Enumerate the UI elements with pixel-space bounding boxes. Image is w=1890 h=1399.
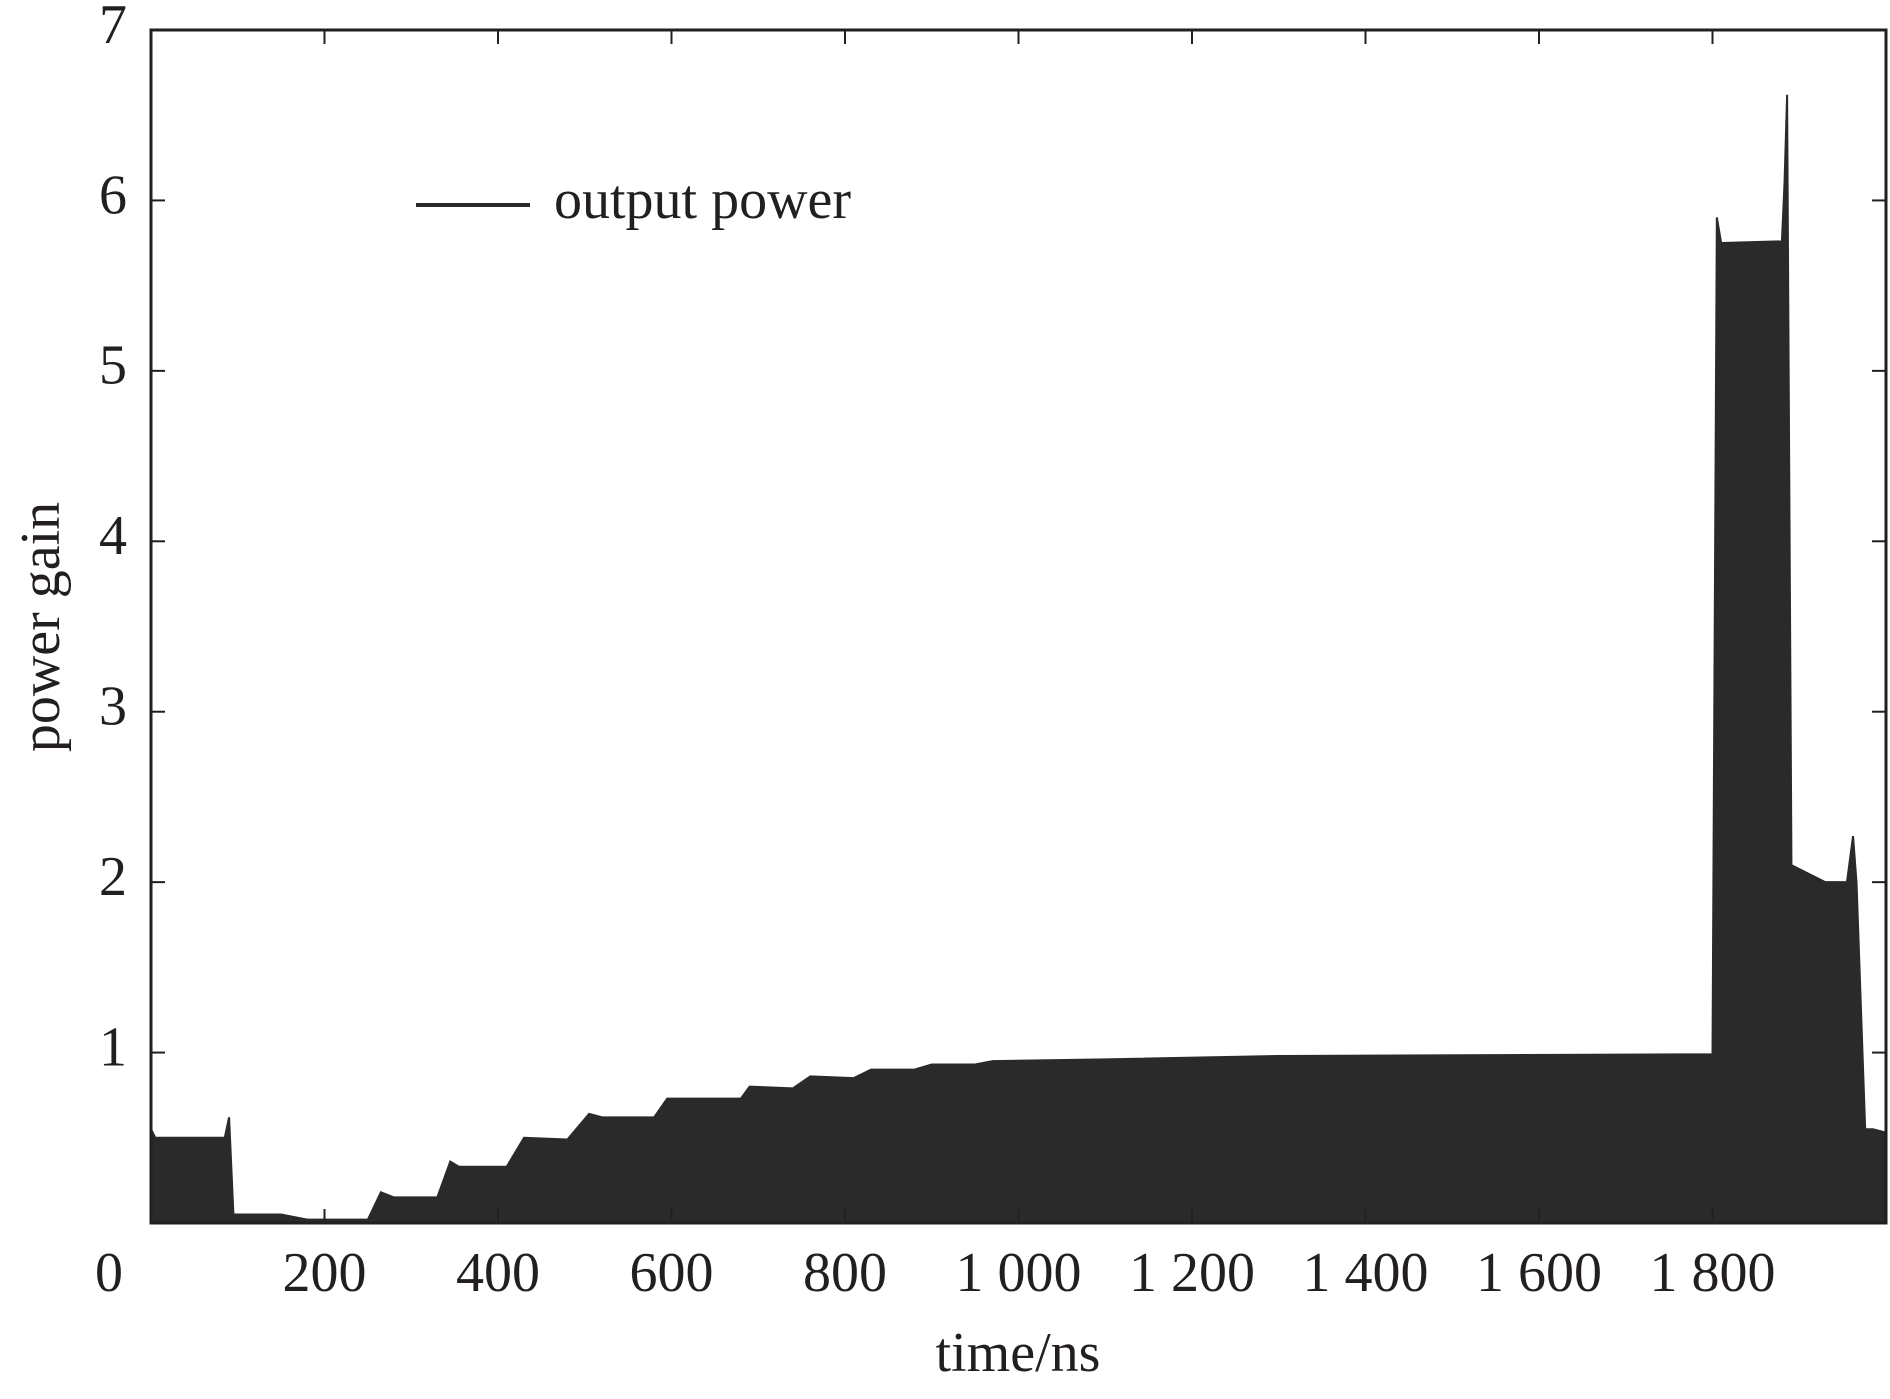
x-tick-label: 1 800 [1650, 1242, 1776, 1304]
y-axis-label: power gain [10, 502, 72, 752]
x-tick-label: 600 [630, 1242, 714, 1304]
x-tick-label: 1 600 [1476, 1242, 1602, 1304]
y-tick-label: 3 [99, 676, 127, 738]
x-tick-label: 200 [283, 1242, 367, 1304]
x-axis-label: time/ns [936, 1322, 1101, 1384]
y-tick-label: 7 [99, 0, 127, 56]
y-tick-label: 2 [99, 846, 127, 908]
area [150, 94, 1887, 1224]
x-tick-label: 800 [803, 1242, 887, 1304]
y-tick-label: 1 [99, 1016, 127, 1078]
plot-frame [149, 28, 1888, 1225]
x-tick-label: 1 200 [1129, 1242, 1255, 1304]
x-tick-label: 400 [456, 1242, 540, 1304]
x-tick-label: 1 000 [956, 1242, 1082, 1304]
x-tick-label: 1 400 [1303, 1242, 1429, 1304]
y-tick-label: 6 [99, 164, 127, 226]
legend-label: output power [554, 169, 851, 231]
x-tick-label: 0 [95, 1242, 123, 1304]
y-tick-label: 4 [99, 505, 127, 567]
y-tick-label: 5 [99, 335, 127, 397]
